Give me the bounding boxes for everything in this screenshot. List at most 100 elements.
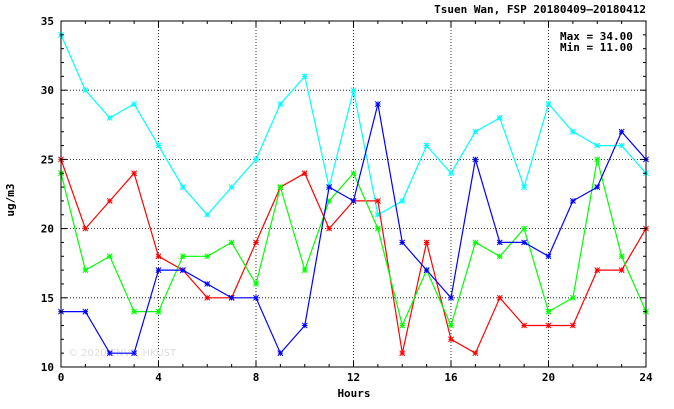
data-point [131, 350, 138, 357]
data-point [374, 211, 381, 218]
data-point [106, 350, 113, 357]
data-point [228, 184, 235, 191]
data-point [594, 156, 601, 163]
data-point [472, 156, 479, 163]
data-point [472, 239, 479, 246]
data-point [179, 184, 186, 191]
data-point [131, 170, 138, 177]
data-point [277, 350, 284, 357]
series-3 [58, 156, 649, 329]
data-point [204, 211, 211, 218]
data-point [472, 350, 479, 357]
data-point [301, 322, 308, 329]
data-point [253, 239, 259, 246]
min-label: Min = 11.00 [560, 41, 633, 54]
data-point [179, 267, 186, 274]
data-point [545, 253, 552, 260]
data-point [594, 184, 601, 191]
data-point [594, 267, 601, 274]
data-point [131, 101, 138, 107]
data-point [301, 73, 308, 80]
data-point [521, 184, 528, 191]
data-point [618, 142, 625, 149]
x-tick-label: 8 [253, 371, 260, 384]
data-point [448, 322, 454, 329]
data-point [253, 294, 259, 301]
data-point [569, 128, 576, 135]
y-tick-label: 35 [41, 15, 54, 28]
data-point [423, 267, 430, 274]
grid [61, 21, 646, 367]
data-point [496, 239, 503, 246]
data-point [496, 253, 503, 260]
data-point [82, 308, 89, 315]
data-point [399, 239, 406, 246]
data-point [472, 128, 479, 135]
data-point [423, 239, 430, 246]
data-point [253, 281, 259, 287]
y-tick-label: 15 [41, 292, 54, 305]
data-point [399, 350, 406, 357]
max-label: Max = 34.00 [560, 30, 633, 43]
axis-ticks: 0 4 8 12 16 20 24 10 15 20 25 30 35 [41, 15, 653, 384]
data-point [106, 114, 113, 121]
data-point [448, 336, 454, 343]
data-point [569, 322, 576, 329]
data-point [228, 239, 235, 246]
data-point [618, 253, 625, 260]
series-layer [58, 31, 649, 357]
data-point [277, 101, 284, 107]
data-point [155, 142, 162, 149]
data-point [496, 294, 503, 301]
data-point [155, 253, 162, 260]
data-point [106, 197, 113, 204]
data-point [326, 197, 333, 204]
data-point [301, 267, 308, 274]
data-point [545, 101, 552, 107]
data-point [618, 128, 625, 135]
data-point [374, 225, 381, 232]
data-point [545, 322, 552, 329]
data-point [82, 87, 89, 94]
data-point [448, 294, 454, 301]
data-point [326, 184, 333, 191]
x-tick-label: 0 [58, 371, 65, 384]
data-point [521, 225, 528, 232]
data-point [521, 322, 528, 329]
data-point [179, 253, 186, 260]
x-tick-label: 4 [155, 371, 162, 384]
y-tick-label: 20 [41, 223, 54, 236]
data-point [521, 239, 528, 246]
data-point [569, 197, 576, 204]
x-tick-label: 20 [542, 371, 555, 384]
series-4 [58, 101, 649, 357]
data-point [374, 101, 381, 107]
y-axis-title: ug/m3 [4, 183, 17, 216]
data-point [155, 267, 162, 274]
data-point [618, 267, 625, 274]
data-point [301, 170, 308, 177]
x-tick-label: 16 [444, 371, 458, 384]
data-point [253, 156, 259, 163]
data-point [204, 253, 211, 260]
x-tick-label: 24 [639, 371, 653, 384]
data-point [594, 142, 601, 149]
data-point [326, 225, 333, 232]
data-point [399, 322, 406, 329]
data-point [350, 197, 357, 204]
series-line [60, 34, 647, 216]
data-point [204, 294, 211, 301]
x-axis-title: Hours [337, 387, 370, 400]
chart-title: Tsuen Wan, FSP 20180409–20180412 [434, 3, 646, 16]
y-tick-label: 10 [41, 361, 54, 374]
data-point [399, 197, 406, 204]
data-point [423, 142, 430, 149]
data-point [277, 184, 284, 191]
data-point [350, 87, 357, 94]
data-point [106, 253, 113, 260]
y-tick-label: 25 [41, 153, 54, 166]
x-tick-label: 12 [347, 371, 360, 384]
data-point [82, 225, 89, 232]
data-point [131, 308, 138, 315]
